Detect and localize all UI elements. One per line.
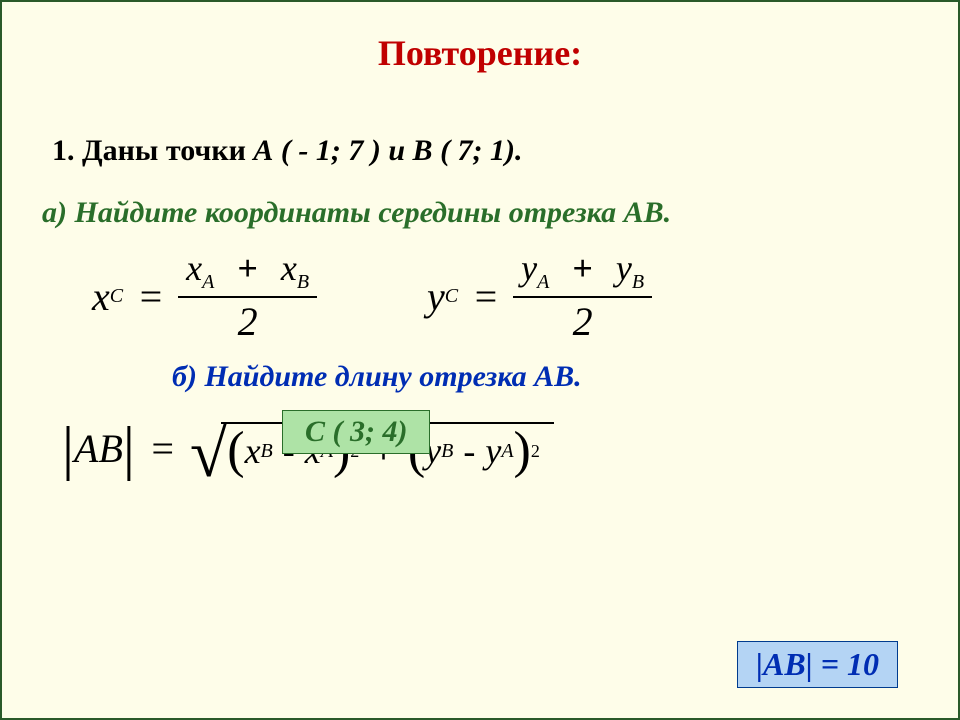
plus: + [237, 248, 258, 288]
xa-sub: A [202, 271, 214, 293]
ya-var: y [521, 248, 537, 288]
abs-close: | [123, 430, 135, 466]
xc-numerator: xA + xB [178, 250, 317, 298]
xb2-sub: B [261, 440, 273, 463]
yc-var: y [427, 273, 445, 320]
yb-var: y [616, 248, 632, 288]
xb-var: x [281, 248, 297, 288]
equals: = [149, 425, 176, 472]
xc-fraction: xA + xB 2 [178, 250, 317, 342]
yb-sub: B [632, 271, 644, 293]
part-a-label: а) Найдите координаты середины отрезка А… [42, 196, 958, 230]
xc-denom: 2 [238, 298, 258, 342]
answer-midpoint: С ( 3; 4) [282, 410, 430, 454]
yb2-sub: B [441, 440, 453, 463]
midpoint-formulas: xC = xA + xB 2 yC = yA + yB 2 [92, 250, 958, 342]
formula-xc: xC = xA + xB 2 [92, 250, 317, 342]
yc-fraction: yA + yB 2 [513, 250, 652, 342]
xb2-var: x [245, 430, 261, 472]
pow2: 2 [531, 441, 540, 462]
ab-var: АВ [74, 425, 123, 472]
answer-length: |АВ| = 10 [737, 641, 898, 688]
xa-var: x [186, 248, 202, 288]
rparen: ) [514, 438, 531, 464]
yc-denom: 2 [573, 298, 593, 342]
ya2-var: y [485, 430, 501, 472]
yc-sub: C [445, 285, 458, 308]
slide-title: Повторение: [2, 32, 958, 74]
problem-prefix: 1. Даны точки [52, 134, 246, 167]
problem-points: А ( - 1; 7 ) и В ( 7; 1). [253, 134, 522, 167]
xc-sub: C [110, 285, 123, 308]
yc-numerator: yA + yB [513, 250, 652, 298]
problem-statement: 1. Даны точки А ( - 1; 7 ) и В ( 7; 1). [52, 134, 958, 168]
equals: = [472, 273, 499, 320]
ya2-sub: A [501, 440, 513, 463]
minus: - [463, 430, 475, 472]
abs-open: | [62, 430, 74, 466]
xc-var: x [92, 273, 110, 320]
distance-formula: | АВ | = √ ( xB - xA )2 + ( yB - yA )2 [62, 422, 958, 474]
plus: + [572, 248, 593, 288]
part-b-label: б) Найдите длину отрезка АВ. [172, 360, 958, 394]
lparen: ( [227, 438, 244, 464]
formula-yc: yC = yA + yB 2 [427, 250, 652, 342]
equals: = [137, 273, 164, 320]
ya-sub: A [537, 271, 549, 293]
xb-sub: B [297, 271, 309, 293]
